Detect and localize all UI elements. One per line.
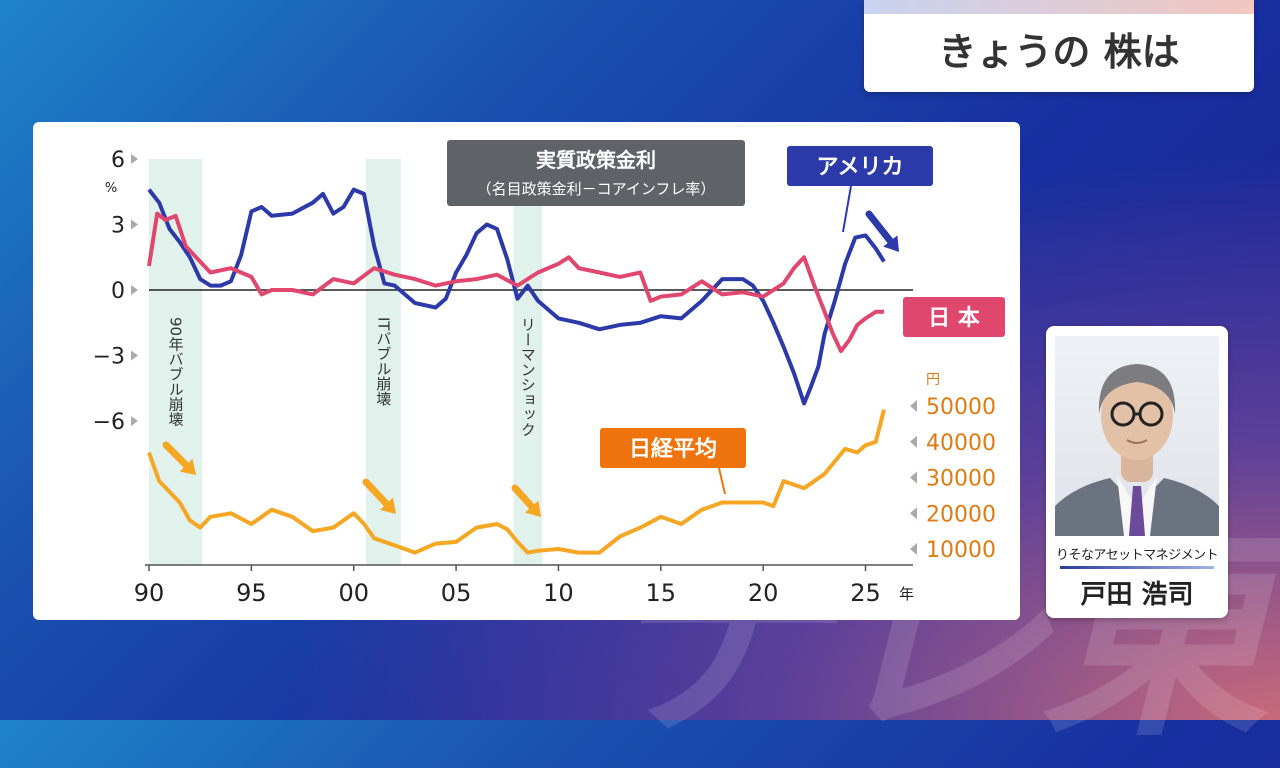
y-left-tick-marker — [131, 219, 138, 230]
chart-title: 実質政策金利 — [536, 148, 656, 172]
y-right-tick-label: 20000 — [926, 502, 996, 527]
y-right-tick-label: 40000 — [926, 431, 996, 456]
y-right-unit: 円 — [926, 372, 940, 388]
japan-line — [147, 211, 884, 354]
y-left-unit: % — [105, 181, 117, 196]
down-arrow-icon-head — [524, 500, 541, 517]
x-axis-tick-label: 05 — [441, 579, 472, 607]
title-accent — [864, 0, 1254, 14]
y-left-tick-label: 3 — [111, 214, 125, 239]
usa-label: アメリカ — [817, 155, 904, 180]
y-left-tick-label: −3 — [93, 345, 125, 370]
title-bar: きょうの 株は — [864, 0, 1254, 92]
y-left-tick-marker — [131, 154, 138, 164]
y-right-tick-marker — [910, 435, 917, 448]
usa-line — [147, 187, 886, 406]
x-axis-tick-label: 25 — [850, 579, 881, 607]
nikkei-line — [147, 409, 886, 555]
chart: 90年バブル崩壊 ITバブル崩壊 リーマンショック 6 3 0 −3 −6% 50000 4000… — [93, 140, 1005, 607]
down-arrow-icon-head — [179, 458, 196, 475]
y-right-tick-marker — [910, 471, 917, 484]
page-title: きょうの 株は — [938, 30, 1180, 74]
chart-subtitle: （名目政策金利－コアインフレ率） — [477, 180, 716, 198]
x-axis-tick-label: 90 — [134, 579, 165, 607]
down-arrow-icon — [865, 210, 895, 246]
y-left-tick-marker — [131, 285, 138, 295]
x-axis-tick-label: 95 — [236, 579, 267, 607]
down-arrow-icon — [511, 484, 538, 514]
usa-label-pointer — [842, 185, 852, 233]
japan-label-box — [903, 297, 1005, 337]
guest-name: 戸田 浩司 — [1080, 580, 1194, 610]
shaded-period-label: ITバブル崩壊 — [374, 317, 392, 406]
chart-title-box — [447, 140, 745, 206]
chart-panel: 90年バブル崩壊 ITバブル崩壊 リーマンショック 6 3 0 −3 −6% 50000 4000… — [33, 122, 1020, 620]
down-arrow-icon — [362, 478, 392, 510]
x-axis-tick-label: 00 — [338, 579, 369, 607]
down-arrow-icon — [162, 441, 192, 471]
y-left-tick-label: −6 — [93, 410, 125, 435]
shaded-period-label: リーマンショック — [519, 317, 537, 437]
down-arrow-icon-head — [883, 235, 899, 252]
x-axis-tick-label: 10 — [543, 579, 574, 607]
y-right-tick-marker — [910, 400, 917, 412]
guest-card: りそなアセットマネジメント 戸田 浩司 — [1046, 326, 1228, 618]
x-axis-unit: 年 — [899, 585, 914, 603]
y-left-tick-marker — [131, 416, 138, 426]
usa-label-box — [787, 146, 933, 186]
y-left-tick-label: 6 — [111, 148, 125, 173]
y-right-tick-label: 10000 — [926, 538, 996, 563]
company-underline — [1060, 566, 1214, 569]
person-portrait-icon — [1055, 364, 1219, 536]
x-axis-tick-label: 20 — [748, 579, 779, 607]
y-left-tick-marker — [131, 350, 138, 361]
x-axis-tick-label: 15 — [646, 579, 677, 607]
y-left-tick-label: 0 — [111, 279, 125, 304]
guest-photo — [1055, 336, 1219, 536]
nikkei-label: 日経平均 — [629, 436, 717, 462]
y-right-tick-marker — [910, 507, 917, 520]
nikkei-label-box — [600, 428, 746, 468]
down-arrow-icon-head — [379, 497, 396, 514]
nikkei-label-pointer — [718, 467, 726, 495]
japan-label: 日 本 — [928, 306, 980, 331]
y-right-tick-label: 50000 — [926, 395, 996, 420]
guest-company: りそなアセットマネジメント — [1055, 548, 1219, 563]
y-right-tick-marker — [910, 543, 917, 555]
y-right-tick-label: 30000 — [926, 467, 996, 492]
shaded-period-label: 90年バブル崩壊 — [167, 317, 185, 426]
